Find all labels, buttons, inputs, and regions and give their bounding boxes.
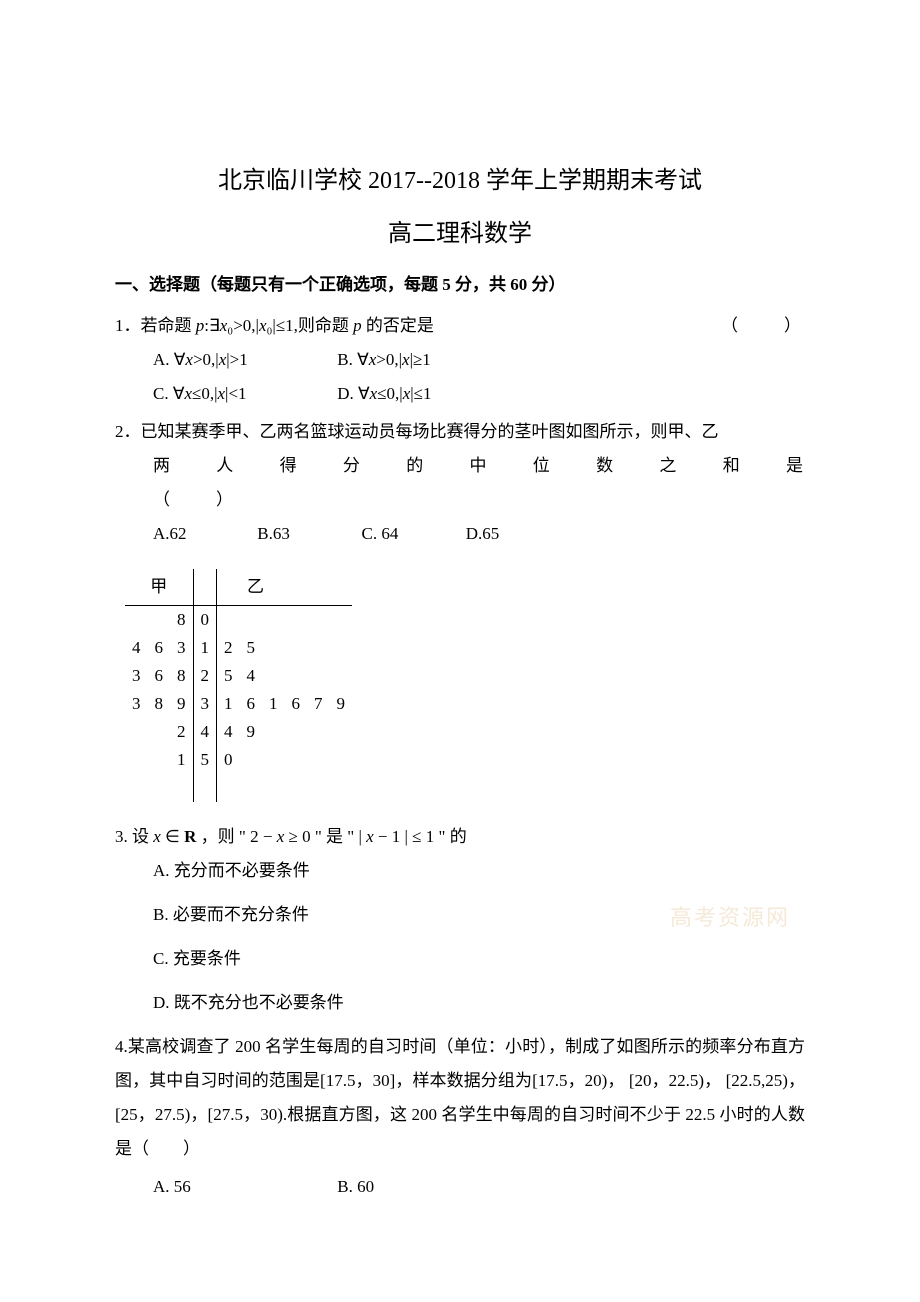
q2-option-d: D.65 (466, 517, 500, 551)
sl-r-5-1 (240, 746, 263, 774)
sl-l-5-0 (125, 746, 148, 774)
sl-r-3-0: 1 (217, 690, 240, 718)
sl-r-0-2 (262, 606, 285, 635)
q1-option-a: A. ∀x>0,|x|>1 (153, 343, 333, 377)
sl-stem-4: 4 (193, 718, 217, 746)
sl-r-4-0: 4 (217, 718, 240, 746)
q2-blank: （ ） (115, 483, 805, 517)
sl-r-3-5: 9 (330, 690, 353, 718)
sl-l-5-1 (148, 746, 171, 774)
sl-r-1-3 (285, 634, 308, 662)
sl-l-3-0: 3 (125, 690, 148, 718)
sl-r-4-3 (285, 718, 308, 746)
sl-r-2-3 (285, 662, 308, 690)
sl-r-2-1: 4 (240, 662, 263, 690)
sl-l-2-0: 3 (125, 662, 148, 690)
question-2: 2．已知某赛季甲、乙两名篮球运动员每场比赛得分的茎叶图如图所示，则甲、乙 两人得… (115, 415, 805, 551)
sl-stem-3: 3 (193, 690, 217, 718)
sl-r-5-3 (285, 746, 308, 774)
sl-l-1-2: 3 (170, 634, 193, 662)
sl-l-3-1: 8 (148, 690, 171, 718)
sl-stem-2: 2 (193, 662, 217, 690)
sl-r-1-5 (330, 634, 353, 662)
sl-label-left: 甲 (125, 569, 193, 606)
section-1-header: 一、选择题（每题只有一个正确选项，每题 5 分，共 60 分） (115, 270, 805, 295)
sl-r-3-4: 7 (307, 690, 330, 718)
sl-l-0-2: 8 (170, 606, 193, 635)
question-1: 1．若命题 p:∃x₀>0,|x₀|≤1,则命题 p 的否定是 （ ） A. ∀… (115, 309, 805, 411)
q3-pre: 3. 设 (115, 827, 153, 846)
q2-stem-line2: 两人得分的中位数之和是 (115, 449, 803, 483)
sl-r-2-0: 5 (217, 662, 240, 690)
q3-option-c: C. 充要条件 (115, 942, 805, 976)
sl-r-1-4 (307, 634, 330, 662)
q2-stem-line1: 2．已知某赛季甲、乙两名篮球运动员每场比赛得分的茎叶图如图所示，则甲、乙 (115, 415, 805, 449)
sl-r-1-0: 2 (217, 634, 240, 662)
sl-l-4-0 (125, 718, 148, 746)
sl-r-0-4 (307, 606, 330, 635)
q2-option-b: B.63 (257, 517, 357, 551)
stem-leaf-plot: 甲 乙 8 0 4 6 3 1 2 5 (125, 569, 805, 802)
sl-r-0-0 (217, 606, 240, 635)
sl-r-3-2: 1 (262, 690, 285, 718)
sl-stem-5: 5 (193, 746, 217, 774)
sl-stem-0: 0 (193, 606, 217, 635)
q1-option-d: D. ∀x≤0,|x|≤1 (337, 377, 431, 411)
sl-r-1-1: 5 (240, 634, 263, 662)
sl-label-right: 乙 (217, 569, 353, 606)
sl-r-4-4 (307, 718, 330, 746)
sl-l-5-2: 1 (170, 746, 193, 774)
sl-l-0-0 (125, 606, 148, 635)
sl-stem-1: 1 (193, 634, 217, 662)
q1-option-c: C. ∀x≤0,|x|<1 (153, 377, 333, 411)
q1-option-b: B. ∀x>0,|x|≥1 (337, 343, 431, 377)
sl-r-5-5 (330, 746, 353, 774)
sl-r-5-4 (307, 746, 330, 774)
q4-option-a: A. 56 (153, 1170, 333, 1204)
sl-r-0-1 (240, 606, 263, 635)
q2-option-c: C. 64 (362, 517, 462, 551)
sl-r-2-5 (330, 662, 353, 690)
q3-stem: 3. 设 x ∈ R ，则 " 2 − x ≥ 0 " 是 " | x − 1 … (115, 820, 805, 854)
title-main: 北京临川学校 2017--2018 学年上学期期末考试 (115, 160, 805, 195)
exam-page: 北京临川学校 2017--2018 学年上学期期末考试 高二理科数学 一、选择题… (0, 0, 920, 1302)
sl-r-3-1: 6 (240, 690, 263, 718)
sl-r-4-2 (262, 718, 285, 746)
sl-r-4-1: 9 (240, 718, 263, 746)
sl-l-2-1: 6 (148, 662, 171, 690)
sl-r-2-4 (307, 662, 330, 690)
q3-option-b: B. 必要而不充分条件 (115, 898, 805, 932)
q3-mid1: ，则 " (196, 827, 250, 846)
sl-r-1-2 (262, 634, 285, 662)
sl-r-0-5 (330, 606, 353, 635)
question-4: 4.某高校调查了 200 名学生每周的自习时间（单位：小时），制成了如图所示的频… (115, 1030, 805, 1204)
q3-post: " 的 (434, 827, 466, 846)
sl-l-2-2: 8 (170, 662, 193, 690)
sl-l-1-1: 6 (148, 634, 171, 662)
q3-option-a: A. 充分而不必要条件 (115, 854, 805, 888)
q4-stem: 4.某高校调查了 200 名学生每周的自习时间（单位：小时），制成了如图所示的频… (115, 1037, 805, 1158)
sl-l-1-0: 4 (125, 634, 148, 662)
q1-stem: 1．若命题 p:∃x₀>0,|x₀|≤1,则命题 p 的否定是 (115, 309, 434, 343)
sl-l-3-2: 9 (170, 690, 193, 718)
q4-option-b: B. 60 (337, 1170, 374, 1204)
question-3: 3. 设 x ∈ R ，则 " 2 − x ≥ 0 " 是 " | x − 1 … (115, 820, 805, 1020)
title-sub: 高二理科数学 (115, 213, 805, 248)
q2-option-a: A.62 (153, 517, 253, 551)
q3-option-d: D. 既不充分也不必要条件 (115, 986, 805, 1020)
sl-r-3-3: 6 (285, 690, 308, 718)
q1-blank: （ ） (721, 309, 805, 343)
sl-l-4-1 (148, 718, 171, 746)
sl-l-4-2: 2 (170, 718, 193, 746)
sl-r-5-2 (262, 746, 285, 774)
sl-r-0-3 (285, 606, 308, 635)
q3-mid2: " 是 " (311, 827, 359, 846)
sl-r-2-2 (262, 662, 285, 690)
sl-l-0-1 (148, 606, 171, 635)
sl-r-5-0: 0 (217, 746, 240, 774)
stem-leaf-table: 甲 乙 8 0 4 6 3 1 2 5 (125, 569, 352, 802)
sl-r-4-5 (330, 718, 353, 746)
